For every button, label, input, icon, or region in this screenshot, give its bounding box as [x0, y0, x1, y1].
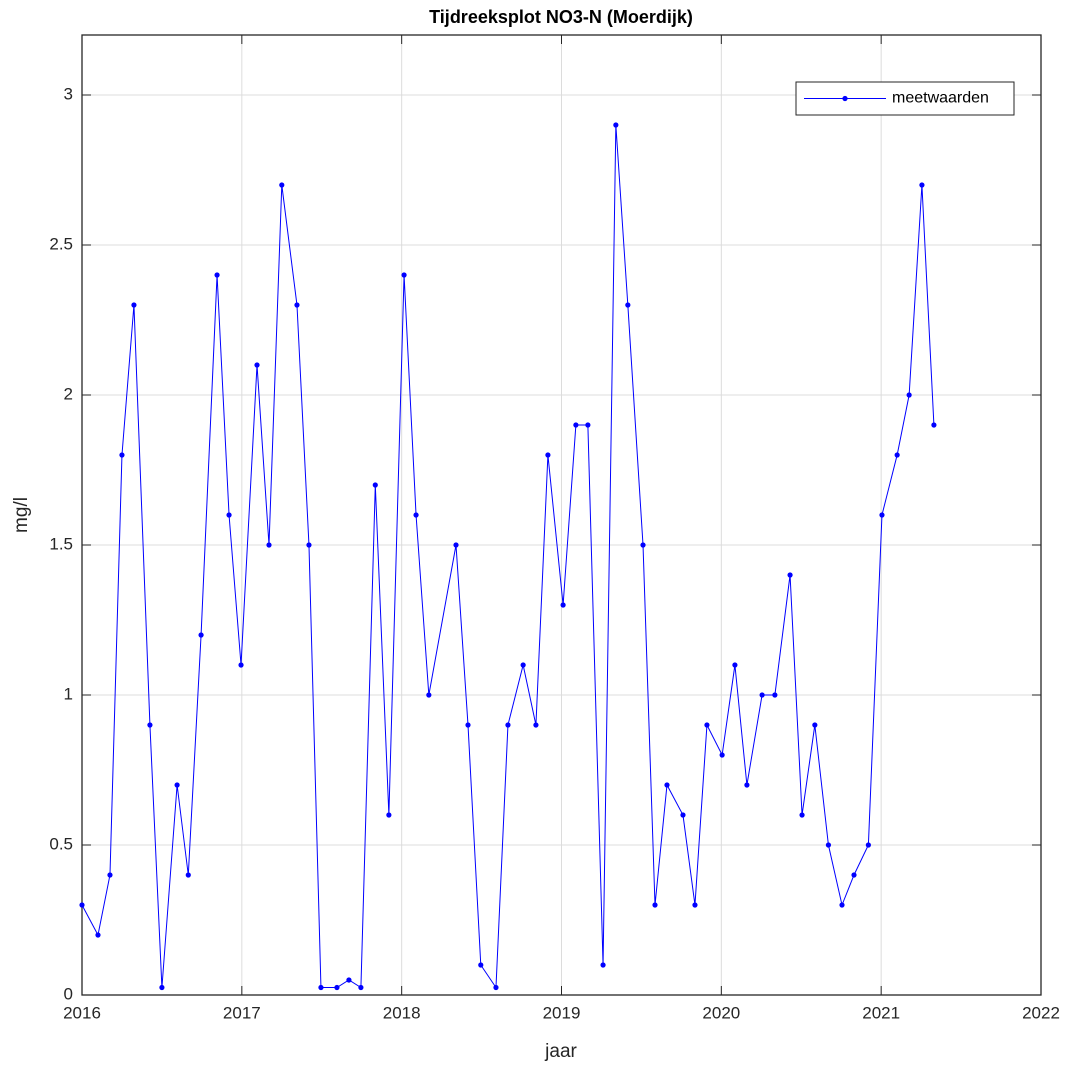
x-tick-label: 2021 [862, 1003, 900, 1022]
data-point [664, 782, 670, 788]
data-point [533, 722, 539, 728]
data-point [894, 452, 900, 458]
data-point [465, 722, 471, 728]
x-tick-label: 2018 [383, 1003, 421, 1022]
legend-marker [842, 95, 848, 102]
data-point [919, 182, 925, 188]
data-point [692, 902, 698, 908]
data-point [334, 984, 340, 991]
data-point [266, 542, 272, 548]
data-line [81, 124, 935, 990]
data-point [825, 842, 832, 848]
y-tick-label: 2 [64, 384, 73, 403]
data-point [226, 512, 232, 518]
data-point [238, 662, 244, 668]
data-point [505, 722, 511, 728]
x-tick-label: 2019 [543, 1003, 581, 1022]
data-point [652, 902, 658, 908]
data-point [254, 362, 260, 368]
data-point [680, 812, 686, 818]
x-tick-label: 2020 [702, 1003, 740, 1022]
data-point [704, 722, 710, 728]
data-point [185, 872, 191, 878]
data-point [478, 962, 484, 968]
data-point [744, 782, 750, 788]
data-point [306, 542, 312, 548]
data-point [174, 782, 180, 788]
data-point [732, 662, 738, 668]
data-point [613, 122, 619, 128]
data-point [719, 752, 725, 758]
data-point [413, 512, 419, 518]
data-point [358, 984, 364, 991]
y-tick-label: 3 [64, 84, 73, 103]
data-point [453, 542, 459, 548]
data-point [131, 302, 137, 308]
x-tick-label: 2016 [63, 1003, 101, 1022]
axes-box [81, 34, 1042, 996]
data-point [401, 272, 407, 278]
data-point [560, 602, 566, 608]
chart-title: Tijdreeksplot NO3-N (Moerdijk) [429, 7, 693, 27]
data-point [573, 422, 579, 428]
y-tick-label: 0 [64, 984, 73, 1003]
data-point [772, 692, 778, 698]
data-point [318, 984, 324, 991]
data-point [851, 872, 857, 878]
data-point [787, 572, 793, 578]
data-point [625, 302, 631, 308]
data-point [906, 392, 912, 398]
y-tick-label: 1.5 [49, 534, 73, 553]
x-tick-label: 2017 [223, 1003, 261, 1022]
data-point [759, 692, 765, 698]
data-point [545, 452, 551, 458]
x-axis-label: jaar [544, 1041, 577, 1062]
data-point [600, 962, 606, 968]
data-point [520, 662, 526, 668]
data-point [493, 984, 499, 991]
legend: meetwaarden [795, 81, 1015, 116]
data-point [386, 812, 392, 818]
y-tick-label: 0.5 [49, 834, 73, 853]
data-point [839, 902, 845, 908]
data-point [812, 722, 818, 728]
data-point [346, 977, 352, 983]
data-point [279, 182, 285, 188]
data-point [799, 812, 805, 818]
data-point [294, 302, 300, 308]
data-point [214, 272, 220, 278]
y-tick-label: 2.5 [49, 234, 73, 253]
data-point [79, 902, 85, 908]
data-point [372, 482, 378, 488]
data-point [147, 722, 153, 728]
data-point [159, 984, 165, 991]
y-axis-label: mg/l [11, 497, 32, 533]
legend-label: meetwaarden [892, 90, 989, 107]
y-tick-label: 1 [64, 684, 73, 703]
x-tick-label: 2022 [1022, 1003, 1060, 1022]
data-point [865, 842, 871, 848]
data-point [931, 422, 937, 428]
data-point [585, 422, 591, 428]
data-point [107, 872, 113, 878]
data-point [198, 632, 204, 638]
data-point [119, 452, 125, 458]
data-point [95, 932, 101, 938]
data-point [426, 692, 432, 698]
data-point [640, 542, 646, 548]
data-point [879, 512, 885, 518]
